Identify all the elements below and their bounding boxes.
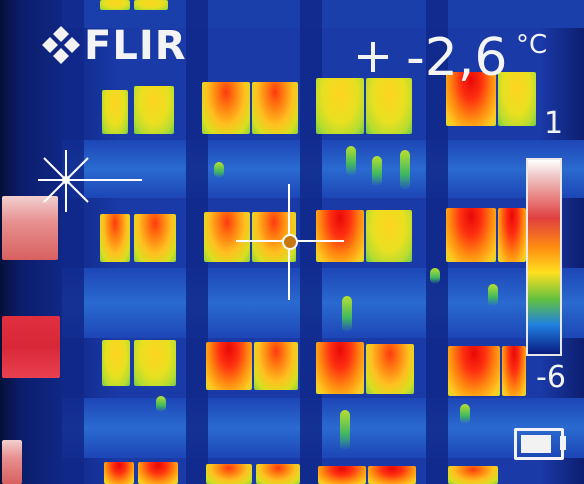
window-pane: [134, 340, 176, 386]
temperature-unit: °C: [516, 30, 548, 60]
window-pane: [102, 90, 128, 134]
window-pane: [2, 316, 60, 378]
facade-band: [62, 140, 584, 198]
window-pane: [2, 196, 58, 260]
window-pane: [134, 214, 176, 262]
window-pane: [256, 464, 300, 484]
window-pane: [206, 342, 252, 390]
scale-max-label: 1: [544, 106, 564, 141]
flir-diamond-icon: [42, 26, 80, 64]
heat-streak: [400, 150, 410, 190]
window-pane: [366, 78, 412, 134]
window-pane: [104, 462, 134, 484]
window-pane: [316, 342, 364, 394]
heat-streak: [342, 296, 352, 332]
battery-icon: [514, 428, 564, 460]
window-pane: [446, 72, 496, 126]
window-pane: [254, 342, 298, 390]
window-pane: [498, 208, 526, 262]
heat-streak: [430, 268, 440, 284]
spot-crosshair-icon: [236, 184, 344, 300]
window-pane: [138, 462, 178, 484]
window-pane: [134, 0, 168, 10]
heat-streak: [346, 146, 356, 176]
window-pane: [2, 440, 22, 484]
sparkle-icon: [38, 150, 142, 212]
heat-streak: [488, 284, 498, 306]
brand-name: FLIR: [84, 23, 187, 69]
window-pane: [204, 212, 250, 262]
facade-pillar: [426, 0, 448, 484]
battery-tip: [560, 436, 566, 450]
heat-streak: [372, 156, 382, 186]
window-pane: [448, 466, 498, 484]
heat-streak: [156, 396, 166, 412]
window-pane: [498, 72, 536, 126]
color-scale-bar: [526, 158, 562, 356]
window-pane: [252, 82, 298, 134]
window-pane: [316, 78, 364, 134]
plus-icon: [358, 42, 388, 72]
window-pane: [366, 210, 412, 262]
window-pane: [318, 466, 366, 484]
window-pane: [206, 464, 252, 484]
window-pane: [100, 214, 130, 262]
window-pane: [100, 0, 130, 10]
spot-temperature-value: -2,6: [406, 28, 508, 88]
window-pane: [448, 346, 500, 396]
window-pane: [202, 82, 250, 134]
heat-streak: [340, 410, 350, 450]
scale-min-label: -6: [536, 360, 566, 395]
heat-streak: [460, 404, 470, 424]
window-pane: [102, 340, 130, 386]
flir-logo: FLIR: [42, 24, 187, 68]
battery-level: [521, 435, 551, 453]
facade-pillar: [62, 0, 84, 484]
window-pane: [366, 344, 414, 394]
window-pane: [134, 86, 174, 134]
window-pane: [446, 208, 496, 262]
window-pane: [316, 210, 364, 262]
window-pane: [368, 466, 416, 484]
heat-streak: [214, 162, 224, 178]
facade-band: [62, 398, 584, 458]
window-pane: [502, 346, 526, 396]
